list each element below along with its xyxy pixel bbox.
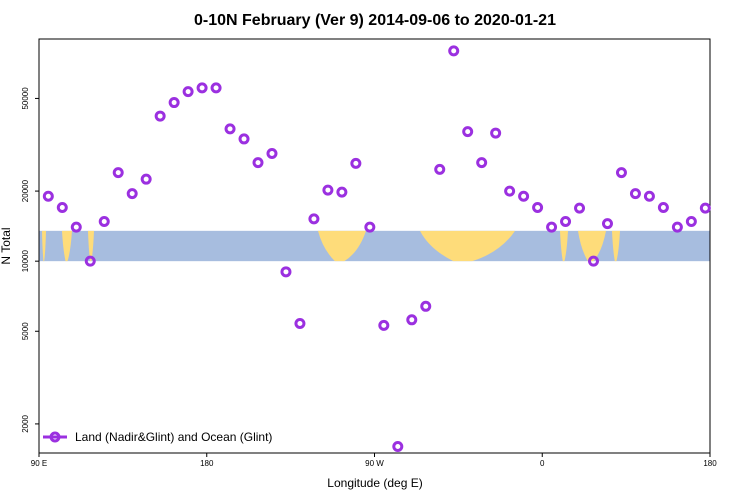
- data-point-0-29: [448, 45, 460, 57]
- x-axis-label: Longitude (deg E): [327, 476, 422, 490]
- data-point-0-45: [671, 221, 683, 233]
- data-point-0-44: [657, 202, 669, 214]
- data-point-0-16: [266, 148, 278, 160]
- y-tick-label-4: 50000: [21, 87, 30, 110]
- legend-marker: [49, 431, 61, 443]
- land-shape-7: [612, 230, 620, 262]
- data-point-0-22: [350, 157, 362, 169]
- data-point-0-6: [126, 188, 138, 200]
- y-tick-label-3: 20000: [21, 179, 30, 202]
- y-axis-label: N Total: [0, 227, 13, 264]
- data-point-0-5: [112, 167, 124, 179]
- x-axis: 90 E 180 90 W 0 180: [31, 453, 717, 468]
- data-point-0-28: [434, 163, 446, 175]
- data-point-0-1: [56, 202, 68, 214]
- legend: Land (Nadir&Glint) and Ocean (Glint): [43, 430, 272, 444]
- data-point-0-23: [364, 221, 376, 233]
- x-tick-label-3: 0: [540, 459, 545, 468]
- data-point-0-27: [420, 300, 432, 312]
- data-point-0-41: [615, 167, 627, 179]
- data-point-0-0: [42, 190, 54, 202]
- data-point-0-25: [392, 440, 404, 452]
- x-tick-label-4: 180: [703, 459, 717, 468]
- data-point-0-14: [238, 133, 250, 145]
- data-point-0-20: [322, 184, 334, 196]
- y-tick-label-1: 5000: [21, 322, 30, 340]
- data-points: [42, 45, 711, 452]
- legend-label: Land (Nadir&Glint) and Ocean (Glint): [75, 430, 272, 444]
- y-tick-label-0: 2000: [21, 414, 30, 432]
- data-point-0-17: [280, 266, 292, 278]
- land-shape-3: [318, 230, 366, 262]
- data-point-0-18: [294, 317, 306, 329]
- land-shape-5: [560, 230, 568, 262]
- data-point-0-39: [588, 255, 600, 267]
- data-point-0-8: [154, 110, 166, 122]
- land-shape-1: [62, 230, 72, 262]
- land-shape-6: [578, 230, 606, 262]
- chart-title: 0-10N February (Ver 9) 2014-09-06 to 202…: [194, 12, 556, 29]
- land-shape-2: [88, 230, 94, 262]
- data-point-0-24: [378, 319, 390, 331]
- data-point-0-42: [629, 188, 641, 200]
- data-point-0-9: [168, 97, 180, 109]
- data-point-0-32: [490, 127, 502, 139]
- data-point-0-43: [643, 190, 655, 202]
- data-point-0-21: [336, 186, 348, 198]
- data-point-0-30: [462, 126, 474, 138]
- data-point-0-37: [560, 216, 572, 228]
- y-tick-label-2: 10000: [21, 250, 30, 273]
- x-tick-label-1: 180: [200, 459, 214, 468]
- data-point-0-11: [196, 82, 208, 94]
- y-axis: 2000 5000 10000 20000 50000: [21, 87, 39, 433]
- map-band: [39, 230, 710, 262]
- data-point-0-46: [685, 216, 697, 228]
- x-tick-label-0: 90 E: [31, 459, 47, 468]
- data-point-0-36: [546, 221, 558, 233]
- data-point-0-3: [84, 255, 96, 267]
- data-point-0-26: [406, 314, 418, 326]
- data-point-0-40: [601, 218, 613, 230]
- data-point-0-2: [70, 221, 82, 233]
- data-point-0-19: [308, 213, 320, 225]
- data-point-0-35: [532, 202, 544, 214]
- ocean-band: [39, 230, 710, 262]
- land-shape-0: [42, 230, 46, 262]
- data-point-0-12: [210, 82, 222, 94]
- data-point-0-34: [518, 190, 530, 202]
- data-point-0-38: [574, 202, 586, 214]
- data-point-0-7: [140, 173, 152, 185]
- data-point-0-15: [252, 157, 264, 169]
- land-shape-4: [420, 230, 515, 262]
- x-tick-label-2: 90 W: [365, 459, 384, 468]
- data-point-0-33: [504, 185, 516, 197]
- data-point-0-10: [182, 86, 194, 98]
- data-point-0-47: [699, 202, 711, 214]
- data-point-0-13: [224, 123, 236, 135]
- data-point-0-4: [98, 216, 110, 228]
- data-point-0-31: [476, 157, 488, 169]
